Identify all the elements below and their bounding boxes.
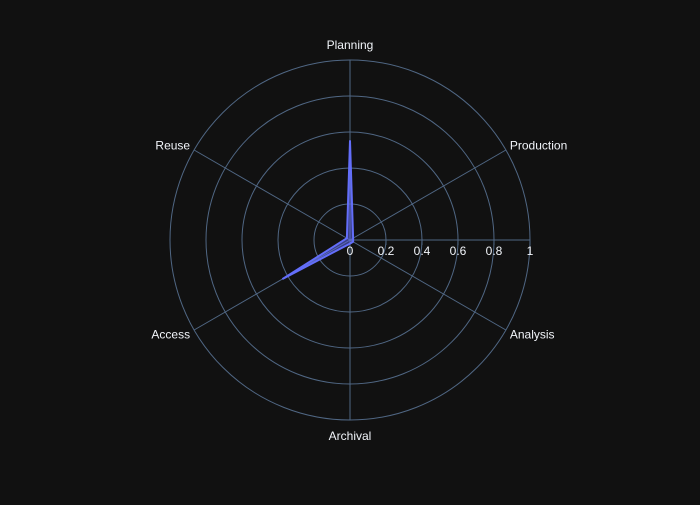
angular-label-analysis: Analysis <box>510 328 555 342</box>
radial-tick-label-0: 0 <box>347 244 354 258</box>
series-layer <box>283 141 353 279</box>
radial-axis-ticks: 0 0.2 0.4 0.6 0.8 1 <box>347 244 534 258</box>
angular-label-reuse: Reuse <box>155 139 190 153</box>
angular-label-archival: Archival <box>329 429 372 443</box>
grid-spoke-1 <box>350 150 506 240</box>
angular-label-planning: Planning <box>327 38 374 52</box>
angular-label-access: Access <box>151 328 190 342</box>
series-0-polygon <box>283 141 353 279</box>
grid-spoke-5 <box>194 150 350 240</box>
radial-tick-label-1: 0.2 <box>378 244 395 258</box>
radial-tick-label-3: 0.6 <box>450 244 467 258</box>
radial-tick-label-2: 0.4 <box>414 244 431 258</box>
radial-tick-label-5: 1 <box>527 244 534 258</box>
angular-label-production: Production <box>510 139 567 153</box>
radial-tick-label-4: 0.8 <box>486 244 503 258</box>
